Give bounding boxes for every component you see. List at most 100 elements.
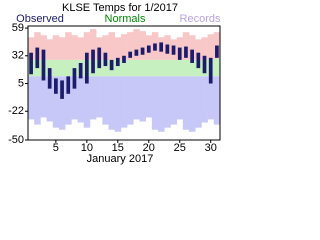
record-high-band [108,32,116,60]
normal-band [52,59,60,77]
record-low-band [40,76,47,118]
observed-bar [146,45,151,53]
record-low-band [127,76,134,125]
observed-bar [54,78,58,94]
plot-frame [27,25,221,141]
observed-bar [190,49,194,63]
record-low-band [34,76,41,125]
observed-bar [184,46,188,58]
record-low-band [207,76,215,120]
observed-bar [35,47,40,69]
record-low-band [164,76,171,128]
record-high-band [120,34,128,60]
observed-bar [196,52,201,69]
observed-bar [84,52,89,84]
record-high-band [127,32,134,60]
y-tick-label: 32 [12,50,24,62]
record-low-band [46,76,54,122]
legend-entry: Normals [105,13,146,25]
observed-bar [153,43,157,51]
record-low-band [213,76,221,125]
x-tick-label: 10 [81,142,93,154]
observed-bar [60,80,64,99]
record-low-band [28,76,35,120]
record-high-band [28,37,35,60]
record-low-band [189,76,196,132]
normal-band [102,59,109,77]
observed-bar [177,47,182,60]
record-high-band [207,34,215,59]
observed-bar [122,55,126,63]
record-low-band [108,76,116,130]
chart-title: KLSE Temps for 1/2017 [62,2,178,14]
normal-band [176,59,184,77]
normal-band [189,59,196,77]
x-axis-label: January 2017 [87,153,154,165]
normal-band [133,59,140,77]
y-tick-label: 59 [12,22,24,34]
record-low-band [139,76,146,122]
observed-bar [140,47,145,55]
record-high-band [58,37,66,60]
x-tick-label: 15 [112,142,124,154]
observed-bar [66,76,71,94]
legend-entry: Observed [16,13,64,25]
record-high-band [46,39,54,60]
record-low-band [71,76,78,120]
observed-bar [165,44,170,54]
x-tick-label: 30 [205,142,217,154]
observed-bar [159,42,164,52]
record-high-band [77,37,85,60]
record-low-band [96,76,103,118]
observed-bar [109,59,114,71]
record-high-band [114,37,122,60]
record-high-band [40,35,47,60]
normal-band [120,59,128,77]
record-low-band [65,76,72,125]
record-low-band [120,76,128,128]
normal-band [151,59,159,77]
record-high-band [52,35,60,60]
record-low-band [145,76,153,118]
observed-bar [115,57,120,67]
normal-band [213,58,221,77]
record-low-band [83,76,91,128]
observed-bar [78,62,83,79]
observed-bar [134,49,139,56]
record-high-band [102,35,109,60]
normal-band [139,59,146,77]
x-tick-label: 5 [53,142,59,154]
record-low-band [77,76,85,123]
record-low-band [151,76,159,130]
chart: KLSE Temps for 1/2017 January 2017 Obser… [8,2,221,165]
record-high-band [195,39,202,60]
observed-bar [47,68,52,89]
record-high-band [89,29,97,60]
normal-band [58,59,66,77]
normal-band [65,59,72,77]
observed-bar [29,52,33,75]
observed-bar [91,49,95,74]
y-tick-label: -50 [8,134,24,146]
record-low-band [114,76,122,132]
record-high-band [65,32,72,60]
legend-entry: Records [180,13,221,25]
observed-bar [202,55,207,74]
record-low-band [170,76,177,125]
record-low-band [52,76,60,128]
normal-band [114,59,122,77]
record-low-band [176,76,184,120]
observed-bar [128,51,133,58]
record-high-band [201,37,208,60]
observed-bar [215,45,219,58]
observed-bar [72,68,77,89]
record-low-band [133,76,140,120]
observed-bar [41,49,46,81]
record-low-band [58,76,66,130]
observed-bar [171,45,176,55]
record-low-band [201,76,208,123]
record-high-band [34,32,41,60]
record-high-band [139,31,146,60]
record-low-band [102,76,109,125]
y-tick-label: -22 [8,105,24,117]
